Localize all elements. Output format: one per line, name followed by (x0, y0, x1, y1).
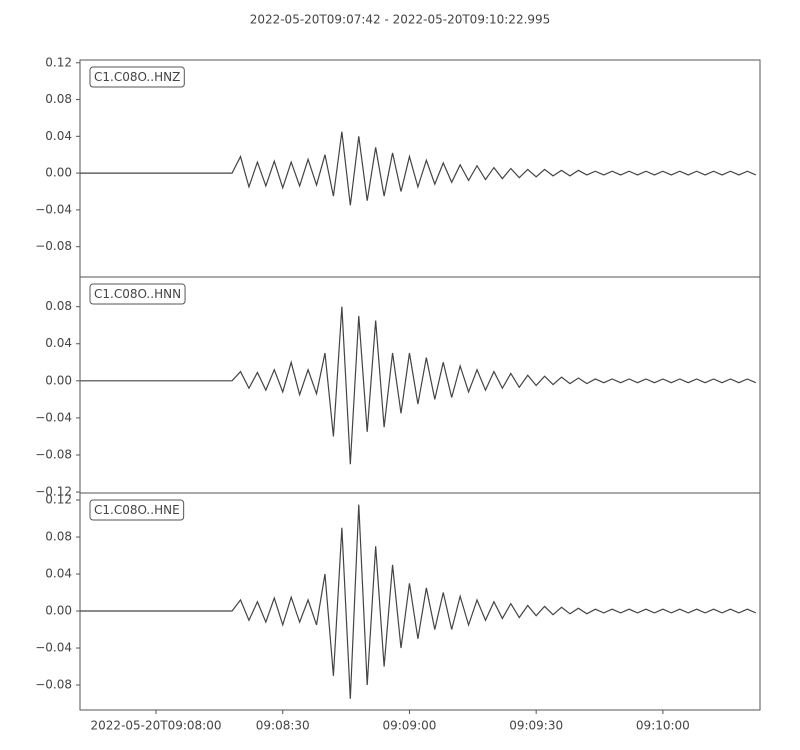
y-tick-label: 0.04 (45, 567, 72, 581)
x-tick-label: 09:09:00 (382, 719, 436, 733)
panel-frame (79, 59, 761, 278)
y-tick-label: 0.04 (45, 129, 72, 143)
legend-label: C1.C08O..HNE (94, 503, 180, 517)
x-tick-label: 09:08:30 (256, 719, 310, 733)
y-tick-label: 0.00 (45, 373, 72, 387)
y-tick-label: 0.12 (45, 493, 72, 507)
legend-box (89, 66, 185, 88)
y-tick-label: −0.04 (35, 641, 72, 655)
panel-frame (79, 276, 761, 494)
legend-box (89, 499, 185, 521)
y-tick-label: 0.08 (45, 530, 72, 544)
y-tick-label: −0.08 (35, 447, 72, 461)
figure-title: 2022-05-20T09:07:42 - 2022-05-20T09:10:2… (250, 13, 551, 27)
x-tick-label: 09:09:30 (509, 719, 563, 733)
y-tick-label: −0.04 (35, 410, 72, 424)
y-tick-label: 0.00 (45, 166, 72, 180)
y-tick-label: 0.00 (45, 604, 72, 618)
legend-box (89, 283, 186, 305)
y-tick-label: −0.04 (35, 202, 72, 216)
y-tick-label: 0.04 (45, 336, 72, 350)
waveform (80, 504, 757, 699)
panel-frame (79, 492, 761, 711)
y-tick-label: 0.12 (45, 55, 72, 69)
x-tick-label: 09:10:00 (636, 719, 690, 733)
y-tick-label: 0.08 (45, 299, 72, 313)
waveform (80, 306, 757, 465)
x-tick-label: 2022-05-20T09:08:00 (91, 719, 222, 733)
y-tick-label: −0.08 (35, 678, 72, 692)
y-tick-label: −0.08 (35, 239, 72, 253)
waveform (80, 131, 757, 206)
legend-label: C1.C08O..HNZ (94, 70, 180, 84)
y-tick-label: 0.08 (45, 92, 72, 106)
legend-label: C1.C08O..HNN (94, 287, 181, 301)
y-tick-label: −0.12 (35, 485, 72, 499)
